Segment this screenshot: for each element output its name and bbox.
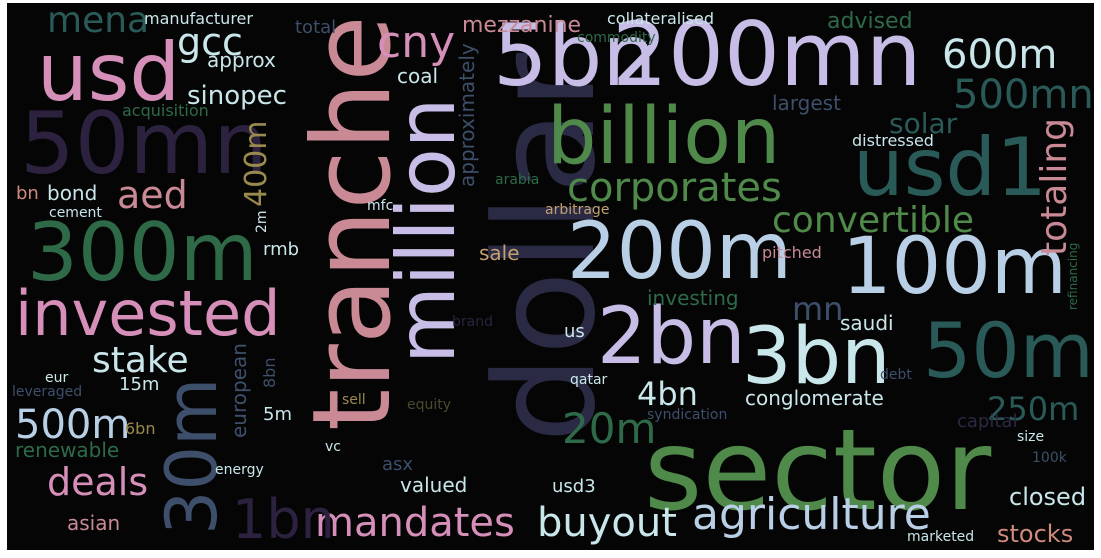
word-pitched: pitched: [762, 243, 822, 262]
word-deals: deals: [47, 460, 149, 504]
word-largest: largest: [772, 91, 841, 115]
word-sale: sale: [479, 241, 520, 265]
word-approximately: approximately: [455, 43, 479, 187]
word-mandates: mandates: [315, 500, 515, 546]
word-100k: 100k: [1032, 450, 1067, 466]
word-asian: asian: [67, 511, 121, 535]
word-usd: usd: [37, 26, 181, 119]
word-totaling: totaling: [1034, 118, 1075, 256]
word-250m: 250m: [987, 390, 1080, 428]
word-agriculture: agriculture: [692, 489, 931, 540]
word-debt: debt: [880, 367, 912, 383]
word-capital: capital: [957, 411, 1018, 432]
word-rmb: rmb: [263, 239, 300, 260]
word-3bn: 3bn: [742, 312, 891, 402]
word-leveraged: leveraged: [12, 384, 83, 400]
word-collateralised: collateralised: [607, 9, 715, 28]
word-mn: mn: [792, 290, 844, 328]
word-usd3: usd3: [552, 476, 596, 497]
word-400m: 400m: [239, 120, 274, 207]
word-european: european: [227, 343, 251, 438]
word-arbitrage: arbitrage: [545, 202, 610, 218]
word-closed: closed: [1009, 483, 1087, 511]
word-solar: solar: [889, 107, 958, 140]
word-qatar: qatar: [570, 372, 608, 388]
word-200m: 200m: [567, 207, 792, 297]
word-1bn: 1bn: [232, 488, 335, 550]
word-300m: 300m: [27, 206, 258, 299]
word-8bn: 8bn: [260, 357, 279, 388]
word-stocks: stocks: [997, 520, 1074, 548]
word-50m: 50m: [923, 306, 1094, 395]
word-600m: 600m: [942, 32, 1058, 78]
word-30m: 30m: [151, 377, 233, 535]
word-arabia: arabia: [495, 172, 540, 188]
word-cement: cement: [49, 205, 102, 221]
word-energy: energy: [215, 462, 264, 478]
word-total: total: [295, 17, 337, 38]
word-500m: 500m: [15, 402, 131, 448]
word-saudi: saudi: [840, 311, 894, 335]
word-advised: advised: [827, 9, 913, 34]
word-investing: investing: [647, 286, 739, 310]
word-renewable: renewable: [15, 438, 120, 462]
word-4bn: 4bn: [637, 375, 698, 413]
word-2m: 2m: [254, 210, 270, 233]
word-syndication: syndication: [647, 407, 728, 423]
word-size: size: [1017, 429, 1045, 445]
word-refinancing: refinancing: [1066, 242, 1080, 310]
word-commodity: commodity: [577, 30, 656, 46]
word-100m: 100m: [842, 222, 1067, 312]
word-bn: bn: [16, 183, 39, 204]
word-mezzanine: mezzanine: [462, 13, 582, 38]
word-valued: valued: [400, 473, 468, 497]
word-sinopec: sinopec: [187, 81, 287, 111]
word-us: us: [564, 321, 585, 342]
word-brand: brand: [452, 314, 493, 330]
word-cloud: sector dollar tranche 50mn million 200mn…: [7, 3, 1094, 550]
word-200mn: 200mn: [612, 3, 922, 106]
word-convertible: convertible: [772, 200, 975, 241]
word-coal: coal: [397, 64, 439, 88]
word-mena: mena: [47, 3, 150, 41]
word-usd1: usd1: [853, 121, 1048, 214]
word-5bn: 5bn: [493, 6, 657, 106]
word-corporates: corporates: [567, 165, 782, 211]
word-equity: equity: [407, 397, 452, 413]
word-bond: bond: [47, 181, 98, 205]
word-5m: 5m: [263, 404, 292, 425]
word-20m: 20m: [562, 404, 657, 453]
word-aed: aed: [117, 173, 188, 217]
word-mfc: mfc: [367, 198, 394, 214]
word-6bn: 6bn: [125, 419, 156, 438]
word-50mn: 50mn: [20, 94, 268, 194]
word-marketed: marketed: [907, 529, 975, 545]
word-buyout: buyout: [537, 500, 677, 546]
word-manufacturer: manufacturer: [144, 9, 253, 28]
word-500mn: 500mn: [953, 72, 1094, 118]
word-2bn: 2bn: [597, 292, 746, 382]
word-eur: eur: [45, 370, 69, 386]
word-asx: asx: [382, 454, 414, 475]
word-sell: sell: [342, 392, 366, 408]
word-approx: approx: [207, 48, 276, 72]
word-billion: billion: [547, 92, 781, 182]
word-gcc: gcc: [177, 20, 243, 64]
word-invested: invested: [15, 277, 281, 350]
word-15m: 15m: [119, 374, 160, 395]
word-stake: stake: [92, 340, 189, 381]
word-cny: cny: [377, 17, 456, 68]
word-distressed: distressed: [852, 131, 934, 150]
word-acquisition: acquisition: [122, 101, 209, 120]
word-conglomerate: conglomerate: [745, 386, 884, 410]
word-vc: vc: [325, 439, 341, 455]
word-sector: sector: [644, 406, 992, 536]
